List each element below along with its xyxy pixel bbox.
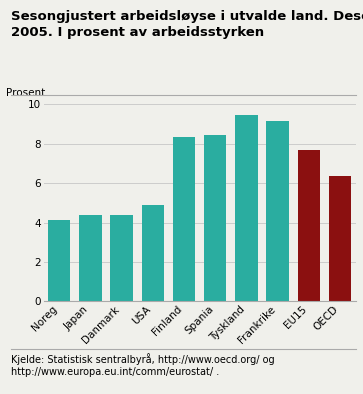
Bar — [298, 150, 320, 301]
Text: Sesongjustert arbeidsløyse i utvalde land. Desember
2005. I prosent av arbeidsst: Sesongjustert arbeidsløyse i utvalde lan… — [11, 10, 363, 39]
Bar — [110, 215, 133, 301]
Bar — [329, 176, 351, 301]
Text: Prosent: Prosent — [6, 89, 45, 98]
Bar — [142, 205, 164, 301]
Bar — [79, 215, 102, 301]
Bar — [266, 121, 289, 301]
Bar — [173, 137, 195, 301]
Text: Kjelde: Statistisk sentralbyrå, http://www.oecd.org/ og
http://www.europa.eu.int: Kjelde: Statistisk sentralbyrå, http://w… — [11, 353, 274, 377]
Bar — [204, 135, 227, 301]
Bar — [48, 219, 70, 301]
Bar — [235, 115, 258, 301]
